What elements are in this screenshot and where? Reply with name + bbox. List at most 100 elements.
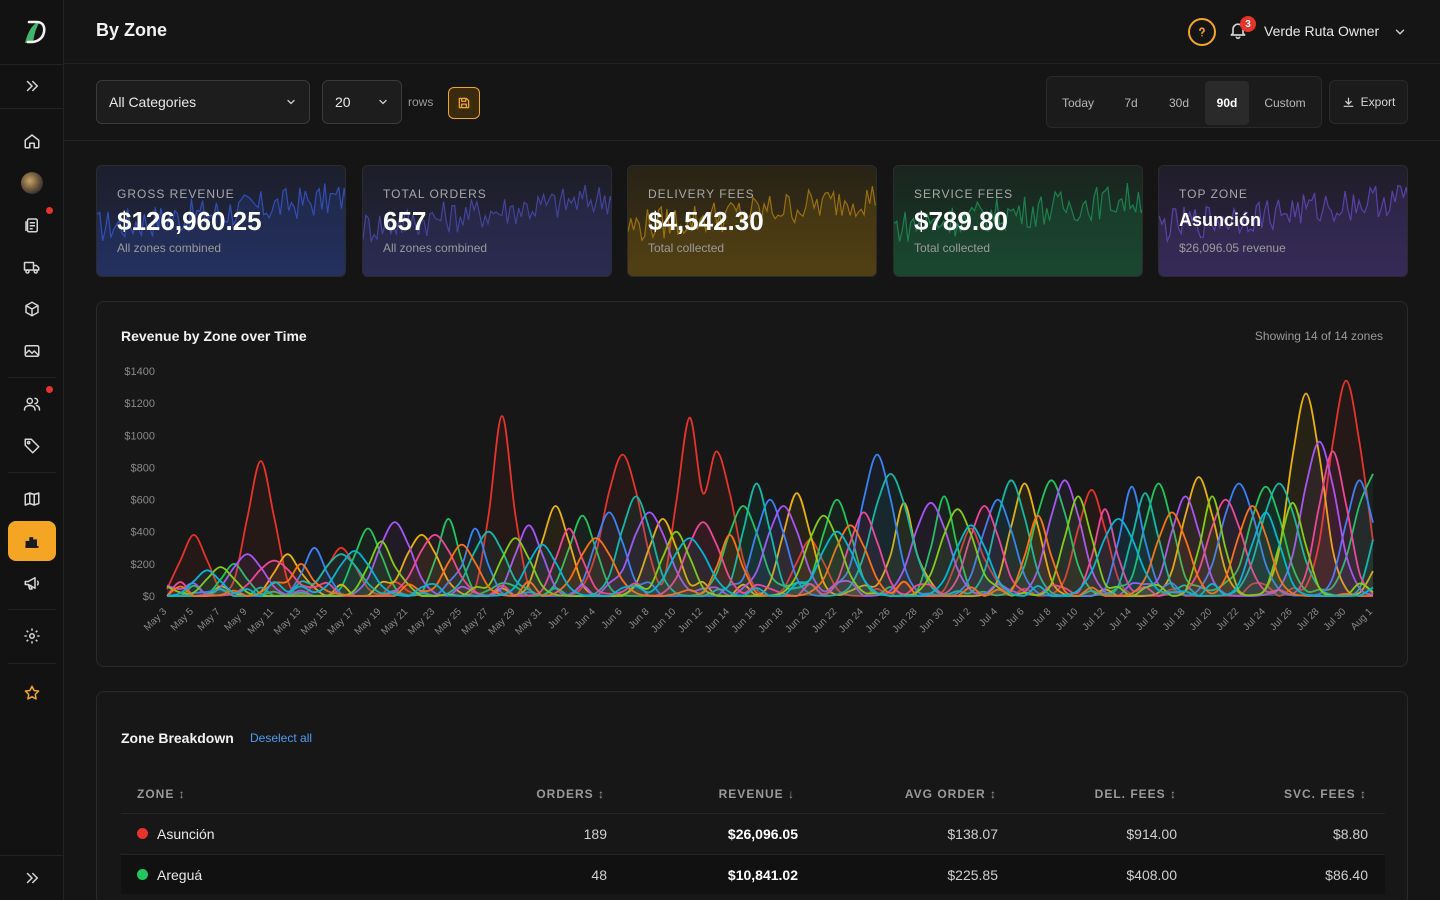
x-tick-label: Jun 22 [810, 606, 839, 635]
series-line[interactable] [166, 473, 1374, 597]
x-tick-label: Jul 6 [1004, 606, 1027, 629]
zone-avg-order: $225.85 [947, 867, 998, 883]
table-row[interactable]: Asunción 189 $26,096.05 $138.07 $914.00 … [121, 813, 1385, 853]
table-title: Zone Breakdown [121, 730, 234, 746]
kpi-sparkline [1159, 184, 1407, 276]
tag-icon[interactable] [20, 434, 44, 458]
x-tick-label: Jul 4 [977, 606, 1000, 629]
kpi-sparkline [97, 183, 345, 276]
x-tick-label: Jun 30 [917, 606, 946, 635]
y-tick-label: $400 [131, 527, 155, 539]
x-tick-label: May 13 [272, 606, 303, 637]
sparkline-line [894, 183, 1142, 242]
series-area [167, 506, 1373, 596]
kpi-label: TOP ZONE [1179, 187, 1248, 201]
y-tick-label: $1200 [124, 398, 155, 410]
zone-color-dot [137, 828, 148, 839]
series-line[interactable] [166, 511, 1374, 597]
col-header-avg-order[interactable]: AVG ORDER ↕ [904, 787, 997, 801]
export-label: Export [1360, 95, 1396, 109]
chevron-down-icon [379, 99, 387, 105]
kpi-value: $789.80 [914, 206, 1008, 236]
zone-revenue: $26,096.05 [727, 826, 798, 842]
orders-icon[interactable] [20, 213, 44, 237]
media-image-icon[interactable] [20, 339, 44, 363]
orders-alert-dot [46, 207, 53, 214]
products-box-icon[interactable] [20, 297, 44, 321]
sidebar [0, 0, 64, 900]
rows-select[interactable]: 20 [322, 80, 402, 124]
col-header-orders[interactable]: ORDERS ↕ [536, 787, 605, 801]
x-tick-label: May 19 [353, 606, 384, 637]
range-custom-button[interactable]: Custom [1264, 96, 1306, 110]
analytics-bar-chart-icon[interactable] [8, 521, 56, 561]
range-7d-button[interactable]: 7d [1124, 96, 1138, 110]
export-button[interactable]: Export [1329, 80, 1408, 124]
col-header-del-fees[interactable]: DEL. FEES ↕ [1094, 787, 1177, 801]
table-row[interactable]: Areguá 48 $10,841.02 $225.85 $408.00 $86… [121, 854, 1385, 894]
megaphone-icon[interactable] [20, 571, 44, 595]
delivery-truck-icon[interactable] [20, 255, 44, 279]
col-header-zone[interactable]: ZONE ↕ [137, 787, 186, 801]
chevron-down-icon[interactable] [1393, 25, 1407, 39]
kpi-card-gross-revenue: GROSS REVENUE $126,960.25 All zones comb… [96, 165, 346, 277]
x-tick-label: Jul 14 [1107, 606, 1134, 633]
series-area [167, 473, 1373, 596]
deselect-all-link[interactable]: Deselect all [250, 731, 313, 745]
zone-avg-order: $138.07 [947, 826, 998, 842]
x-tick-label: Aug 1 [1349, 606, 1376, 633]
x-tick-label: May 25 [433, 606, 464, 637]
col-header-svc-fees[interactable]: SVC. FEES ↕ [1283, 787, 1367, 801]
help-icon[interactable] [1188, 18, 1216, 46]
kpi-label: SERVICE FEES [914, 187, 1014, 201]
star-icon[interactable] [20, 681, 44, 705]
zone-revenue: $10,841.02 [727, 867, 798, 883]
zone-del-fees: $914.00 [1126, 826, 1177, 842]
kpi-value: $4,542.30 [648, 206, 764, 236]
home-icon[interactable] [20, 129, 44, 153]
zone-orders: 189 [583, 826, 607, 842]
col-header-revenue[interactable]: REVENUE ↓ [718, 787, 795, 801]
kpi-card-service-fees: SERVICE FEES $789.80 Total collected [893, 165, 1143, 277]
series-line[interactable] [166, 473, 1374, 597]
chart-title: Revenue by Zone over Time [121, 328, 307, 344]
y-tick-label: $1000 [124, 430, 155, 442]
zone-svc-fees: $86.40 [1325, 867, 1368, 883]
range-30d-button[interactable]: 30d [1168, 96, 1190, 110]
x-tick-label: May 27 [460, 606, 491, 637]
range-90d-button[interactable]: 90d [1205, 81, 1249, 125]
sparkline-area [1159, 185, 1407, 276]
expand-sidebar-icon[interactable] [20, 74, 44, 98]
sparkline-area [894, 183, 1142, 276]
store-avatar[interactable] [20, 171, 44, 195]
sparkline-area [363, 185, 611, 276]
page-title: By Zone [96, 20, 168, 40]
zone-color-dot [137, 869, 148, 880]
collapse-toggle-icon[interactable] [20, 866, 44, 890]
rows-label: rows [408, 95, 434, 109]
sparkline-area [97, 183, 345, 276]
x-tick-label: Jun 10 [649, 606, 678, 635]
category-select[interactable]: All Categories [96, 80, 310, 124]
kpi-label: TOTAL ORDERS [383, 187, 487, 201]
kpi-sparkline [363, 184, 611, 276]
user-menu[interactable]: Verde Ruta Owner [1264, 23, 1380, 39]
series-area [167, 454, 1373, 596]
save-floppy-icon [458, 97, 470, 109]
download-icon [1343, 97, 1354, 107]
range-today-button[interactable]: Today [1061, 96, 1095, 110]
settings-gear-icon[interactable] [20, 624, 44, 648]
filter-toolbar: All Categories 20 rows Today 7d 30d 90d … [64, 64, 1440, 141]
users-icon[interactable] [20, 392, 44, 416]
x-tick-label: Jun 28 [891, 606, 920, 635]
map-icon[interactable] [20, 487, 44, 511]
x-tick-label: Jun 26 [864, 606, 893, 635]
kpi-subtext: All zones combined [383, 241, 488, 255]
top-bar: By Zone 3 Verde Ruta Owner [64, 0, 1440, 64]
save-view-button[interactable] [448, 87, 480, 119]
brand-logo-icon[interactable] [16, 16, 48, 48]
x-tick-label: Jun 18 [757, 606, 786, 635]
sparkline-line [1159, 184, 1407, 244]
x-tick-label: May 21 [379, 606, 410, 637]
